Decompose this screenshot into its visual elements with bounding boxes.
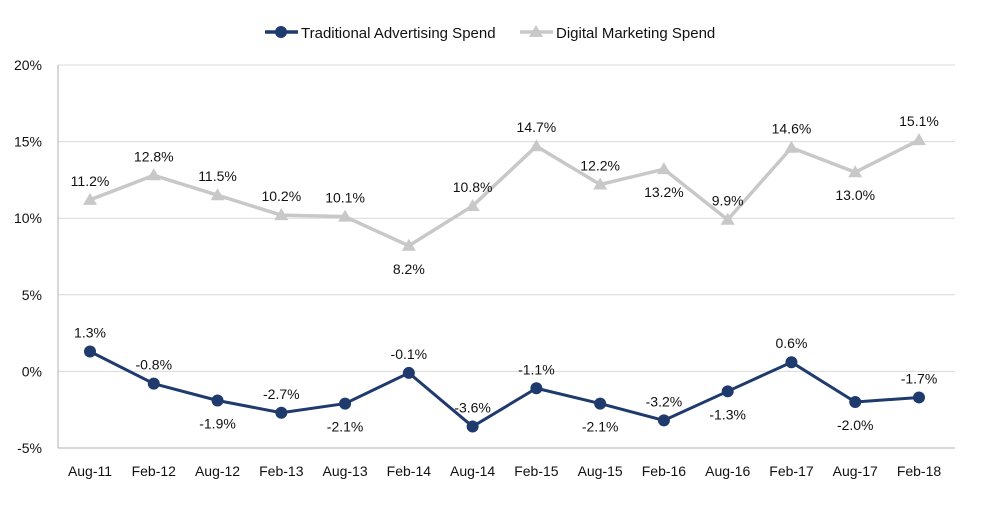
data-label: 14.6%	[772, 121, 812, 137]
data-label: 10.2%	[261, 188, 301, 204]
x-tick-label: Feb-18	[897, 463, 942, 479]
data-point	[338, 209, 353, 222]
data-label: -3.6%	[454, 400, 491, 416]
y-tick-label: 15%	[14, 134, 42, 150]
y-tick-label: 5%	[22, 287, 42, 303]
data-label: 15.1%	[899, 113, 939, 129]
data-point	[656, 162, 671, 175]
data-point	[848, 165, 863, 178]
data-point	[84, 345, 96, 358]
data-label: 12.8%	[134, 148, 174, 164]
data-point	[785, 356, 798, 369]
data-label: -2.7%	[263, 386, 300, 402]
x-tick-label: Aug-17	[833, 463, 878, 479]
x-tick-label: Aug-14	[450, 463, 495, 479]
data-label: -1.1%	[518, 361, 555, 377]
x-tick-label: Aug-11	[68, 463, 112, 479]
data-point	[657, 414, 670, 427]
x-tick-label: Aug-15	[578, 463, 623, 479]
data-label: 0.6%	[776, 335, 808, 351]
x-tick-label: Feb-14	[387, 463, 432, 479]
data-label: 13.0%	[835, 187, 875, 203]
data-label: -2.1%	[582, 419, 619, 435]
data-label: 10.8%	[453, 179, 493, 195]
data-label: 12.2%	[580, 157, 620, 173]
data-point	[274, 208, 289, 221]
data-label: 13.2%	[644, 184, 684, 200]
data-label: -1.9%	[199, 416, 236, 432]
data-point	[465, 198, 480, 211]
data-label: 1.3%	[74, 324, 106, 340]
data-label: -2.0%	[837, 417, 874, 433]
data-point	[784, 140, 799, 153]
data-point	[913, 391, 925, 404]
data-label: 8.2%	[393, 261, 425, 277]
y-tick-label: -5%	[17, 440, 42, 456]
data-point	[147, 377, 160, 390]
x-tick-label: Aug-13	[322, 463, 367, 479]
data-label: -2.1%	[327, 419, 364, 435]
data-label: -1.7%	[901, 370, 938, 386]
legend-marker	[529, 25, 543, 37]
x-tick-label: Feb-12	[132, 463, 177, 479]
x-tick-label: Feb-16	[642, 463, 687, 479]
data-label: -1.3%	[709, 406, 746, 422]
data-point	[401, 238, 416, 251]
data-point	[275, 406, 288, 419]
data-point	[530, 382, 543, 395]
x-tick-label: Aug-16	[705, 463, 750, 479]
data-point	[146, 168, 161, 181]
data-point	[594, 397, 607, 410]
data-label: 14.7%	[517, 119, 557, 135]
data-point	[83, 192, 97, 205]
data-point	[210, 188, 225, 201]
data-label: -0.8%	[135, 357, 172, 373]
data-label: 11.2%	[71, 173, 110, 189]
data-point	[849, 396, 862, 409]
data-point	[721, 385, 734, 398]
y-tick-label: 10%	[14, 210, 42, 226]
x-tick-label: Feb-15	[514, 463, 559, 479]
y-tick-label: 20%	[14, 57, 42, 73]
data-label: 9.9%	[712, 193, 744, 209]
x-tick-label: Aug-12	[195, 463, 240, 479]
data-point	[211, 394, 224, 407]
data-point	[529, 139, 544, 152]
x-tick-label: Feb-13	[259, 463, 304, 479]
data-point	[912, 133, 926, 146]
series-line-traditional	[89, 350, 920, 429]
data-point	[339, 397, 352, 410]
legend-label: Traditional Advertising Spend	[301, 25, 496, 42]
data-point	[720, 212, 735, 225]
data-label: 10.1%	[325, 190, 365, 206]
x-tick-label: Feb-17	[769, 463, 814, 479]
legend-label: Digital Marketing Spend	[556, 25, 715, 42]
y-tick-label: 0%	[22, 363, 42, 379]
data-label: -3.2%	[646, 393, 683, 409]
data-point	[402, 366, 415, 379]
series-line-digital	[89, 138, 920, 248]
data-label: 11.5%	[198, 168, 237, 184]
legend-marker	[275, 26, 287, 38]
data-point	[466, 420, 479, 433]
data-point	[593, 177, 608, 190]
data-label: -0.1%	[391, 346, 428, 362]
